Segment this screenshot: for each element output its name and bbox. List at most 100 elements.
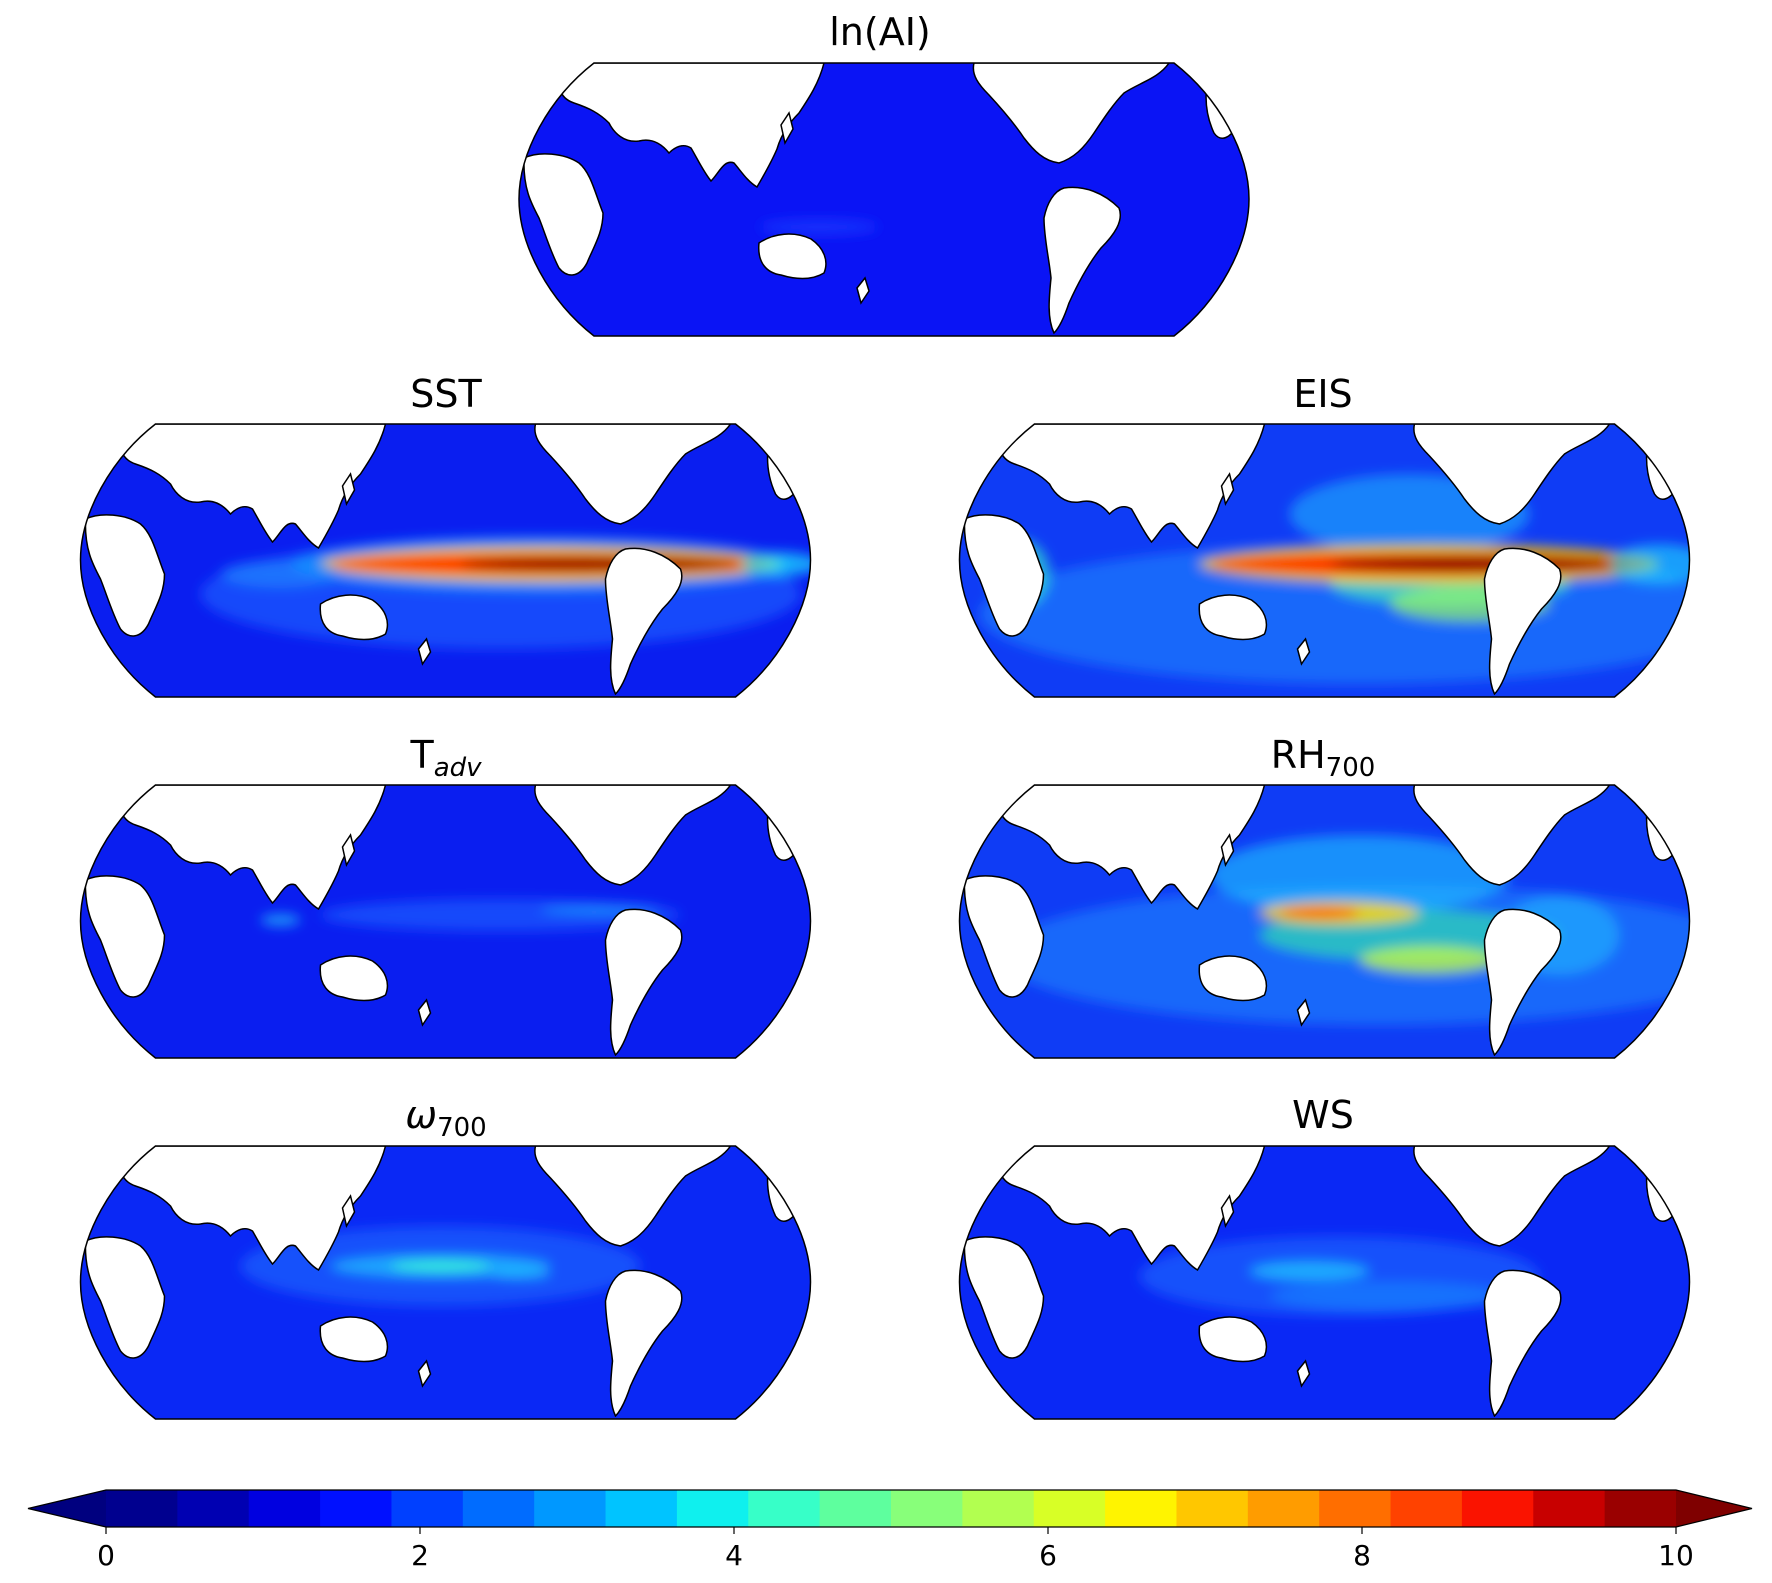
colorbar-ticks: 0 2 4 6 8 10 (97, 1527, 1694, 1572)
land-mass (558, 63, 825, 189)
map-outline (79, 784, 812, 1059)
field-anomalies (999, 835, 1690, 1025)
field-feature (1249, 1261, 1370, 1281)
map-outline (958, 423, 1691, 698)
land-mass (1296, 1359, 1311, 1388)
land-mass (1296, 998, 1311, 1027)
map-tadv (79, 784, 812, 1059)
map-ai (518, 62, 1250, 337)
land-mass (998, 424, 1266, 550)
colorbar: 0 2 4 6 8 10 (27, 1489, 1753, 1572)
land-mass (972, 63, 1171, 164)
land-mass (604, 908, 683, 1057)
colorbar-segment (177, 1490, 250, 1527)
land-mass (341, 833, 356, 868)
panel-title-tadv: Tadv (410, 733, 482, 783)
colorbar-tick-label: 0 (97, 1539, 115, 1572)
field-feature (1609, 544, 1690, 584)
panel-title-ai: ln(AI) (829, 10, 931, 54)
colorbar-tick-label: 6 (1039, 1539, 1057, 1572)
land-mass (963, 875, 1045, 998)
land-mass (1413, 424, 1611, 525)
colorbar-tick-label: 4 (725, 1539, 743, 1572)
land-mass (1483, 1269, 1562, 1418)
colorbar-segment (534, 1490, 607, 1527)
land-mass (319, 1316, 389, 1363)
colorbar-segment (1533, 1490, 1606, 1527)
land-mass (1198, 955, 1268, 1002)
land-masses (963, 1146, 1681, 1418)
panel-title-rh700: RH700 (1270, 733, 1376, 783)
field-feature (1359, 946, 1500, 974)
land-mass (998, 785, 1266, 911)
colorbar-segments (27, 1489, 1753, 1528)
land-mass (1220, 472, 1235, 507)
field-feature (260, 914, 301, 926)
land-mass (417, 998, 432, 1027)
field-feature (390, 1260, 491, 1272)
land-mass (119, 785, 387, 911)
colorbar-tick-label: 8 (1353, 1539, 1371, 1572)
land-mass (1220, 833, 1235, 868)
map-ws (958, 1145, 1691, 1420)
land-mass (341, 472, 356, 507)
land-mass (319, 955, 389, 1002)
map-outline (79, 1145, 812, 1420)
land-mass (84, 875, 166, 998)
land-mass (119, 424, 387, 550)
map-outline (518, 62, 1250, 337)
colorbar-segment (1390, 1490, 1463, 1527)
colorbar-segment (1461, 1490, 1534, 1527)
land-mass (84, 514, 166, 637)
land-mass (417, 637, 432, 666)
field-anomalies (240, 1226, 641, 1306)
land-mass (856, 276, 870, 305)
colorbar-segment (462, 1490, 535, 1527)
land-masses (963, 424, 1681, 696)
colorbar-tick-label: 10 (1658, 1539, 1694, 1572)
field-anomalies (1139, 1236, 1540, 1316)
land-mass (758, 233, 827, 280)
land-mass (523, 153, 604, 276)
land-mass (1198, 1316, 1268, 1363)
land-masses (84, 1146, 802, 1418)
panel-title-eis: EIS (1293, 372, 1353, 416)
land-mass (604, 1269, 683, 1418)
map-omega700 (79, 1145, 812, 1420)
field-anomalies (260, 899, 681, 931)
land-mass (1198, 594, 1268, 641)
land-mass (1483, 547, 1562, 696)
land-mass (1413, 1146, 1611, 1247)
colorbar-under-arrow (28, 1490, 106, 1527)
colorbar-segment (1247, 1490, 1320, 1527)
colorbar-segment (248, 1490, 321, 1527)
land-mass (998, 1146, 1266, 1272)
colorbar-segment (1176, 1490, 1249, 1527)
colorbar-segment (962, 1490, 1035, 1527)
map-outline (958, 784, 1691, 1059)
colorbar-segment (676, 1490, 749, 1527)
map-outline (958, 1145, 1691, 1420)
field-feature (759, 219, 879, 235)
land-mass (1220, 1194, 1235, 1229)
colorbar-segment (891, 1490, 963, 1527)
map-outline (79, 423, 812, 698)
land-mass (1296, 637, 1311, 666)
land-mass (119, 1146, 387, 1272)
land-mass (604, 547, 683, 696)
land-mass (319, 594, 389, 641)
land-masses (963, 785, 1681, 1057)
field-feature (460, 557, 741, 571)
panel-title-sst: SST (410, 372, 482, 416)
colorbar-segment (605, 1490, 678, 1527)
land-masses (523, 63, 1240, 335)
land-mass (1043, 186, 1121, 335)
map-eis (958, 423, 1691, 698)
land-mass (417, 1359, 432, 1388)
land-masses (84, 424, 802, 696)
land-mass (963, 1236, 1045, 1359)
map-rh700 (958, 784, 1691, 1059)
land-mass (534, 424, 732, 525)
panel-title-omega700: ω700 (405, 1093, 487, 1143)
colorbar-segment (748, 1490, 821, 1527)
